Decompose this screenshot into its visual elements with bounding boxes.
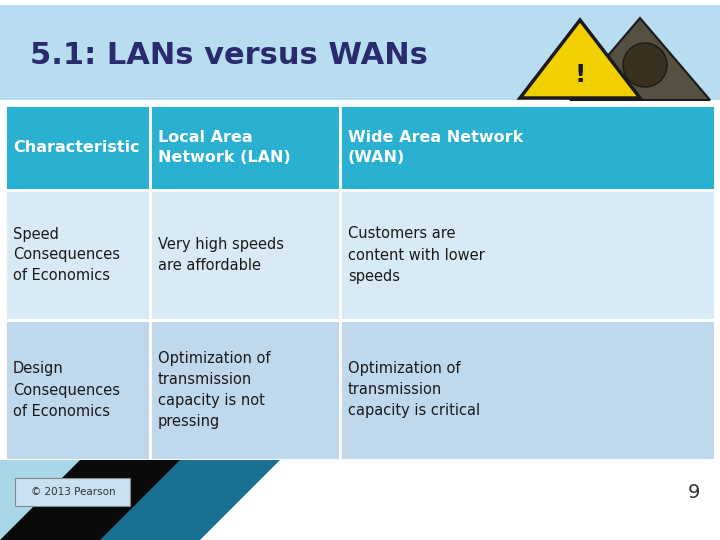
Bar — [0, 460, 720, 540]
Text: Wide Area Network
(WAN): Wide Area Network (WAN) — [348, 130, 523, 165]
Text: Design
Consequences
of Economics: Design Consequences of Economics — [13, 361, 120, 419]
Bar — [340, 320, 715, 460]
Text: Optimization of
transmission
capacity is critical: Optimization of transmission capacity is… — [348, 361, 480, 419]
Text: © 2013 Pearson: © 2013 Pearson — [31, 487, 115, 497]
Text: Very high speeds
are affordable: Very high speeds are affordable — [158, 237, 284, 273]
Text: Optimization of
transmission
capacity is not
pressing: Optimization of transmission capacity is… — [158, 351, 271, 429]
Text: 9: 9 — [688, 483, 700, 502]
Bar — [150, 320, 340, 460]
Text: Characteristic: Characteristic — [13, 140, 140, 155]
Polygon shape — [520, 20, 640, 98]
Circle shape — [623, 43, 667, 87]
Text: Local Area
Network (LAN): Local Area Network (LAN) — [158, 130, 291, 165]
Bar — [150, 190, 340, 320]
Text: Speed
Consequences
of Economics: Speed Consequences of Economics — [13, 226, 120, 284]
Bar — [0, 5, 720, 100]
Polygon shape — [0, 460, 80, 540]
Bar — [5, 105, 150, 190]
Polygon shape — [570, 18, 710, 100]
Text: Customers are
content with lower
speeds: Customers are content with lower speeds — [348, 226, 485, 284]
Bar — [340, 190, 715, 320]
Polygon shape — [0, 460, 180, 540]
Bar — [5, 320, 150, 460]
Polygon shape — [0, 460, 280, 540]
Bar — [150, 105, 340, 190]
Text: !: ! — [575, 63, 585, 87]
Bar — [340, 105, 715, 190]
Bar — [15, 478, 130, 506]
Bar — [5, 190, 150, 320]
Text: 5.1: LANs versus WANs: 5.1: LANs versus WANs — [30, 41, 428, 70]
